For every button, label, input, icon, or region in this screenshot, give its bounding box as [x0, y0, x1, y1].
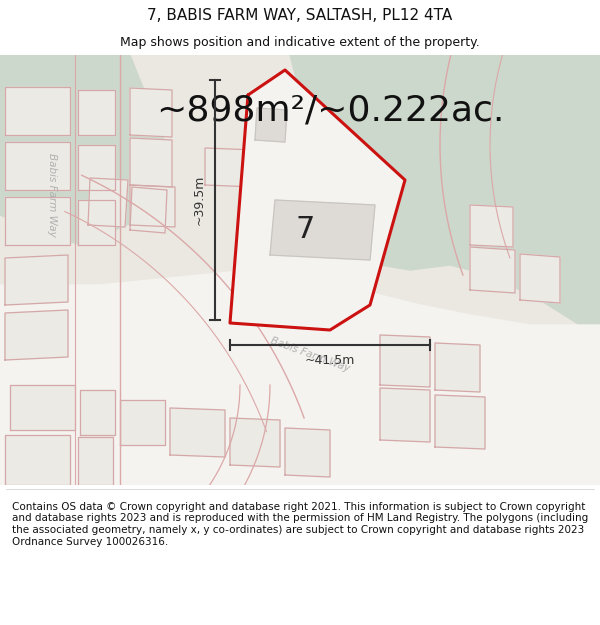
Polygon shape [0, 270, 600, 485]
Polygon shape [170, 408, 225, 457]
Polygon shape [130, 138, 172, 187]
Polygon shape [435, 343, 480, 392]
Text: 7, BABIS FARM WAY, SALTASH, PL12 4TA: 7, BABIS FARM WAY, SALTASH, PL12 4TA [148, 8, 452, 23]
Polygon shape [130, 187, 167, 233]
Polygon shape [78, 145, 115, 190]
Polygon shape [0, 55, 170, 245]
Polygon shape [230, 418, 280, 467]
Polygon shape [520, 254, 560, 303]
Polygon shape [120, 400, 165, 445]
Polygon shape [10, 385, 75, 430]
Polygon shape [130, 88, 172, 137]
Text: Map shows position and indicative extent of the property.: Map shows position and indicative extent… [120, 36, 480, 49]
Polygon shape [470, 205, 513, 247]
Text: Babis Farm Way: Babis Farm Way [47, 153, 57, 237]
Polygon shape [5, 197, 70, 245]
Polygon shape [290, 55, 600, 295]
Polygon shape [5, 142, 70, 190]
Polygon shape [5, 87, 70, 135]
Polygon shape [5, 310, 68, 360]
Polygon shape [270, 200, 375, 260]
Text: 7: 7 [295, 216, 314, 244]
Polygon shape [470, 247, 515, 293]
Polygon shape [78, 90, 115, 135]
Polygon shape [435, 395, 485, 449]
Polygon shape [80, 390, 115, 435]
Polygon shape [5, 255, 68, 305]
Polygon shape [0, 55, 600, 485]
Polygon shape [380, 388, 430, 442]
Text: Babis Farm Way: Babis Farm Way [269, 336, 351, 374]
Polygon shape [205, 148, 255, 187]
Text: ~39.5m: ~39.5m [193, 175, 205, 225]
Polygon shape [285, 428, 330, 477]
Polygon shape [78, 200, 115, 245]
Polygon shape [380, 335, 430, 387]
Polygon shape [88, 178, 128, 227]
Polygon shape [130, 185, 175, 227]
Polygon shape [360, 55, 600, 335]
Polygon shape [5, 435, 70, 485]
Polygon shape [78, 437, 113, 485]
Polygon shape [230, 70, 405, 330]
Text: Contains OS data © Crown copyright and database right 2021. This information is : Contains OS data © Crown copyright and d… [12, 502, 588, 547]
Text: ~41.5m: ~41.5m [305, 354, 355, 367]
Text: ~898m²/~0.222ac.: ~898m²/~0.222ac. [156, 93, 504, 127]
Polygon shape [255, 108, 287, 142]
